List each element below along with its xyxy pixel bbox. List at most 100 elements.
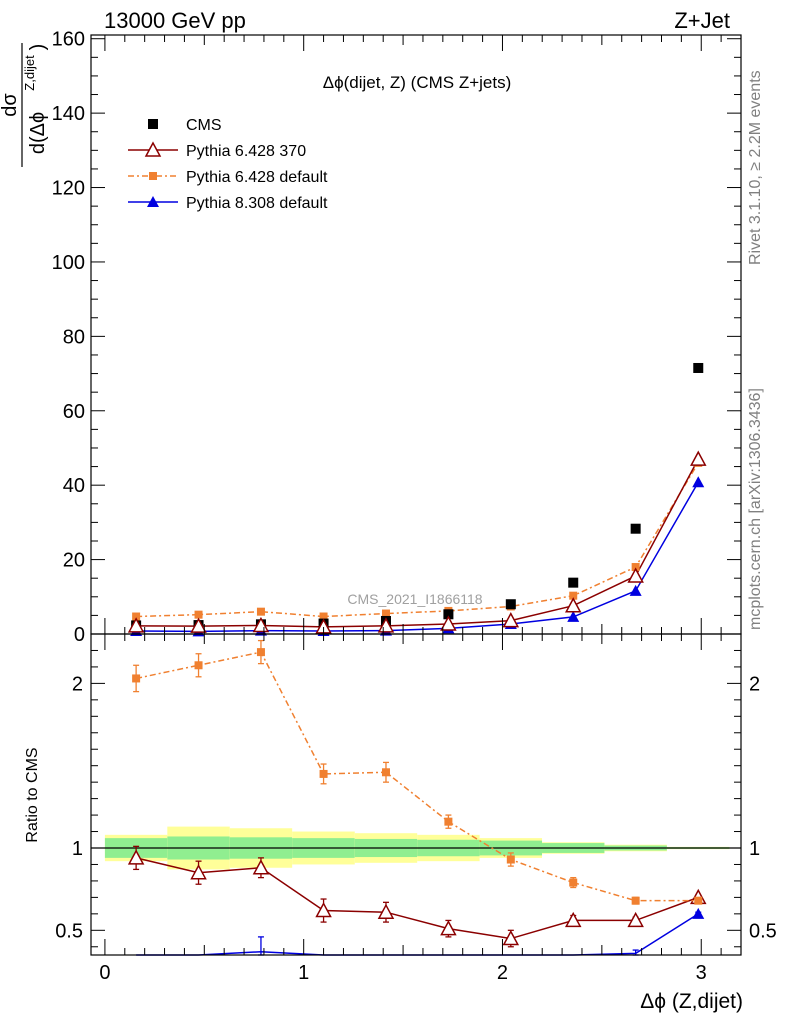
point-p6-370 <box>690 450 707 466</box>
ratio-point-p6-default <box>506 855 515 864</box>
legend-marker-p8-default <box>147 196 159 207</box>
point-p6-370 <box>564 597 582 613</box>
point-p6-370 <box>127 617 145 633</box>
y-label-superscript: Z,dijet <box>22 55 37 91</box>
point-p6-370 <box>252 616 270 633</box>
point-p6-default <box>256 607 265 616</box>
point-p6-370 <box>502 612 520 628</box>
legend: CMS Pythia 6.428 370 Pythia 6.428 defaul… <box>128 117 328 212</box>
chart-title: Δϕ(dijet, Z) (CMS Z+jets) <box>323 73 512 92</box>
ratio-point-p6-370 <box>440 920 457 936</box>
legend-item-cms: CMS <box>148 117 222 134</box>
ratio-point-p6-default <box>256 648 265 657</box>
x-tick-label: 3 <box>696 962 707 984</box>
series-line-p8-default <box>136 481 699 633</box>
ratio-frame <box>90 633 742 956</box>
ratio-y-tick-label-left: 2 <box>72 673 83 695</box>
header-left: 13000 GeV pp <box>104 8 246 33</box>
y-label-denominator: d(Δϕ <box>27 112 49 154</box>
legend-label-p6-370: Pythia 6.428 370 <box>186 143 306 160</box>
series-line-p6-370 <box>136 458 699 628</box>
ratio-y-tick-label-right: 1 <box>749 838 760 860</box>
y-tick-label: 80 <box>63 326 85 348</box>
rivet-label: Rivet 3.1.10, ≥ 2.2M events <box>747 70 764 265</box>
ratio-y-tick-label-left: 0.5 <box>55 920 83 942</box>
header-right: Z+Jet <box>674 8 730 33</box>
ratio-y-tick-label-right: 0.5 <box>749 920 777 942</box>
y-label-numerator: dσ <box>0 93 21 117</box>
point-p8-default <box>692 476 705 488</box>
ratio-y-tick-label-right: 2 <box>749 673 760 695</box>
main-panel: 0 20 40 60 80 100 120 140 160 Δϕ(dijet, Z) (CMS … <box>0 29 742 646</box>
x-tick-label: 0 <box>99 962 110 984</box>
point-cms <box>693 362 704 373</box>
legend-marker-cms <box>148 119 158 129</box>
ratio-point-p6-370 <box>502 929 520 946</box>
ratio-point-p6-default <box>319 769 328 778</box>
point-p6-370 <box>377 617 395 633</box>
ratio-point-p6-default <box>694 896 703 905</box>
point-p6-default <box>319 612 328 621</box>
point-cms <box>443 609 454 620</box>
x-tick-label: 1 <box>298 962 309 984</box>
point-p6-default <box>631 563 640 572</box>
mcplots-label: mcplots.cern.ch [arXiv:1306.3436] <box>747 388 764 630</box>
watermark: CMS_2021_I1866118 <box>347 591 482 607</box>
x-axis: 0 1 2 3 <box>99 35 722 984</box>
ratio-point-p6-370 <box>564 911 582 928</box>
ratio-panel: 0.5 0.5 1 1 2 2 0 1 2 3 Ratio to CMS Δϕ (Z,dijet… <box>24 35 777 1013</box>
point-p8-default <box>567 610 580 622</box>
ratio-plot-content <box>91 639 741 956</box>
legend-label-p8-default: Pythia 8.308 default <box>186 195 328 212</box>
y-tick-label: 0 <box>74 624 85 646</box>
point-p6-default <box>381 609 390 618</box>
point-p6-default <box>569 591 578 600</box>
series-line-p6-default <box>136 462 699 618</box>
legend-label-cms: CMS <box>186 117 222 134</box>
ratio-point-p6-370 <box>377 903 395 919</box>
legend-label-p6-default: Pythia 6.428 default <box>186 169 328 186</box>
legend-marker-p6-370 <box>144 141 162 157</box>
ratio-line-p6-370 <box>135 857 699 940</box>
point-p6-370 <box>627 567 644 583</box>
point-p6-default <box>132 612 141 621</box>
ratio-point-p6-default <box>631 896 640 905</box>
main-y-label: dσ d(Δϕ Z,dijet ) <box>0 43 49 167</box>
ratio-point-p6-370 <box>252 859 270 875</box>
main-plot-content <box>127 362 707 637</box>
ratio-line-p6-default <box>135 651 699 902</box>
ratio-point-p8-default <box>692 907 705 919</box>
y-tick-label: 140 <box>52 103 85 125</box>
legend-item-p8-default: Pythia 8.308 default <box>128 195 328 212</box>
point-cms <box>630 523 641 534</box>
legend-item-p6-default: Pythia 6.428 default <box>128 169 328 186</box>
y-tick-label: 20 <box>63 550 85 572</box>
legend-marker-p6-default <box>149 172 157 180</box>
point-p6-370 <box>440 615 457 631</box>
ratio-point-p6-370 <box>127 849 145 865</box>
ratio-point-p6-default <box>194 661 203 670</box>
ratio-y-axis: 0.5 0.5 1 1 2 2 <box>55 649 777 948</box>
x-tick-label: 2 <box>497 962 508 984</box>
y-label-close: ) <box>27 44 49 51</box>
ratio-y-tick-label-left: 1 <box>72 838 83 860</box>
ratio-point-p6-default <box>381 768 390 777</box>
y-tick-label: 120 <box>52 178 85 200</box>
point-cms <box>568 577 579 588</box>
ratio-point-p6-370 <box>315 901 332 918</box>
main-y-axis: 0 20 40 60 80 100 120 140 160 <box>52 29 741 646</box>
ratio-point-p6-370 <box>627 911 644 928</box>
y-tick-label: 60 <box>63 401 85 423</box>
y-tick-label: 160 <box>52 29 85 51</box>
legend-item-p6-370: Pythia 6.428 370 <box>128 141 306 160</box>
point-p6-370 <box>190 617 207 633</box>
ratio-point-p6-default <box>569 878 578 887</box>
point-cms <box>505 599 516 610</box>
ratio-point-p6-default <box>132 674 141 683</box>
point-p8-default <box>629 584 642 596</box>
ratio-point-p6-370 <box>190 864 207 880</box>
y-tick-label: 100 <box>52 252 85 274</box>
x-axis-label: Δϕ (Z,dijet) <box>640 990 743 1013</box>
ratio-y-label: Ratio to CMS <box>24 747 41 842</box>
point-p6-default <box>194 610 203 619</box>
